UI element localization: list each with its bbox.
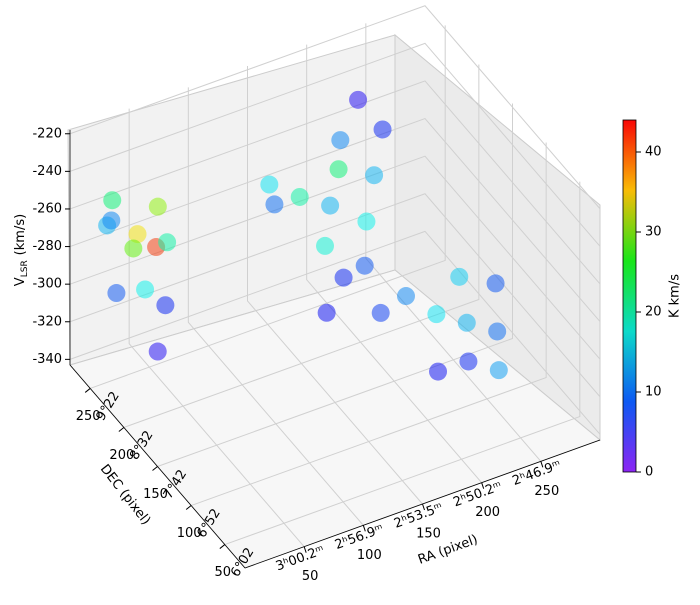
x-tick-label: 250 (534, 484, 559, 499)
point (371, 303, 390, 322)
point (429, 362, 448, 381)
y-tick (219, 544, 226, 549)
x-tick (540, 461, 544, 468)
colorbar-tick-label: 40 (645, 145, 662, 160)
point (486, 274, 505, 293)
x-grid-line (187, 87, 364, 526)
x-tick (303, 546, 307, 553)
z-tick-label: -220 (32, 126, 62, 141)
point (365, 166, 384, 185)
point (331, 131, 350, 150)
x-grid-line (247, 66, 423, 505)
point (103, 191, 122, 210)
point (265, 195, 284, 214)
z-tick-label: -240 (32, 164, 62, 179)
z-tick-label: -260 (32, 201, 62, 216)
point (158, 233, 177, 252)
x-tick (481, 482, 485, 489)
z-label-sub: LSR (20, 260, 30, 277)
point (459, 352, 478, 371)
point (357, 212, 376, 231)
point (427, 305, 446, 324)
point (107, 284, 126, 303)
z-grid-line (69, 42, 601, 247)
colorbar (622, 119, 637, 473)
point (321, 196, 340, 215)
point (334, 268, 353, 287)
y-tick-label: 200 (109, 448, 134, 463)
point (457, 313, 476, 332)
colorbar-tick-label: 10 (645, 385, 662, 400)
point (397, 287, 415, 306)
point (488, 322, 507, 341)
z-grid-line (69, 117, 601, 322)
points (98, 90, 508, 381)
y-tick-label: 250 (76, 409, 101, 424)
point (317, 303, 336, 322)
z-grid-line (69, 193, 601, 398)
z-grid-line (69, 230, 601, 435)
point (373, 120, 392, 139)
y-tick (118, 427, 125, 432)
z-grid-line (69, 155, 601, 360)
point (489, 361, 508, 380)
point (290, 187, 309, 206)
z-label-main: V (13, 277, 28, 286)
x-tick-label: 200 (475, 505, 500, 520)
point (124, 239, 143, 258)
x-tick-label: 100 (357, 548, 382, 563)
point (355, 256, 374, 275)
z-tick-label: -300 (32, 277, 62, 292)
x-tick-label: 50 (302, 569, 319, 584)
z-tick-label: -280 (32, 239, 62, 254)
y-tick (84, 388, 91, 393)
point (156, 296, 175, 315)
x-grid-line (128, 108, 305, 547)
point (329, 160, 348, 179)
point (102, 211, 121, 230)
colorbar-tick-label: 0 (645, 465, 653, 480)
colorbar-tick-label: 30 (645, 225, 662, 240)
z-axis-label: VLSR (km/s) (13, 214, 30, 286)
y-tick (152, 466, 158, 471)
z-tick-label: -320 (32, 314, 62, 329)
y-tick-label: 100 (177, 526, 202, 541)
z-grid-line (69, 80, 601, 285)
x-tick (422, 503, 425, 511)
point (148, 197, 167, 216)
point (450, 267, 469, 286)
point (349, 90, 368, 109)
x-tick-label: 150 (416, 527, 441, 542)
point (136, 280, 155, 299)
x-grid-line (306, 44, 483, 483)
y-tick-label: 50 (215, 565, 232, 580)
y-tick-label: 150 (143, 487, 168, 502)
point (128, 225, 147, 244)
z-tick-label: -340 (32, 352, 62, 367)
grid (65, 5, 601, 569)
colorbar-tick-label: 20 (645, 305, 662, 320)
z-grid-line (69, 5, 601, 210)
y-tick (185, 505, 192, 510)
point (148, 342, 167, 361)
point (316, 236, 335, 255)
z-label-unit: (km/s) (13, 214, 28, 256)
point (260, 175, 279, 194)
x-tick (362, 525, 366, 532)
colorbar-label: K km/s (668, 274, 683, 318)
